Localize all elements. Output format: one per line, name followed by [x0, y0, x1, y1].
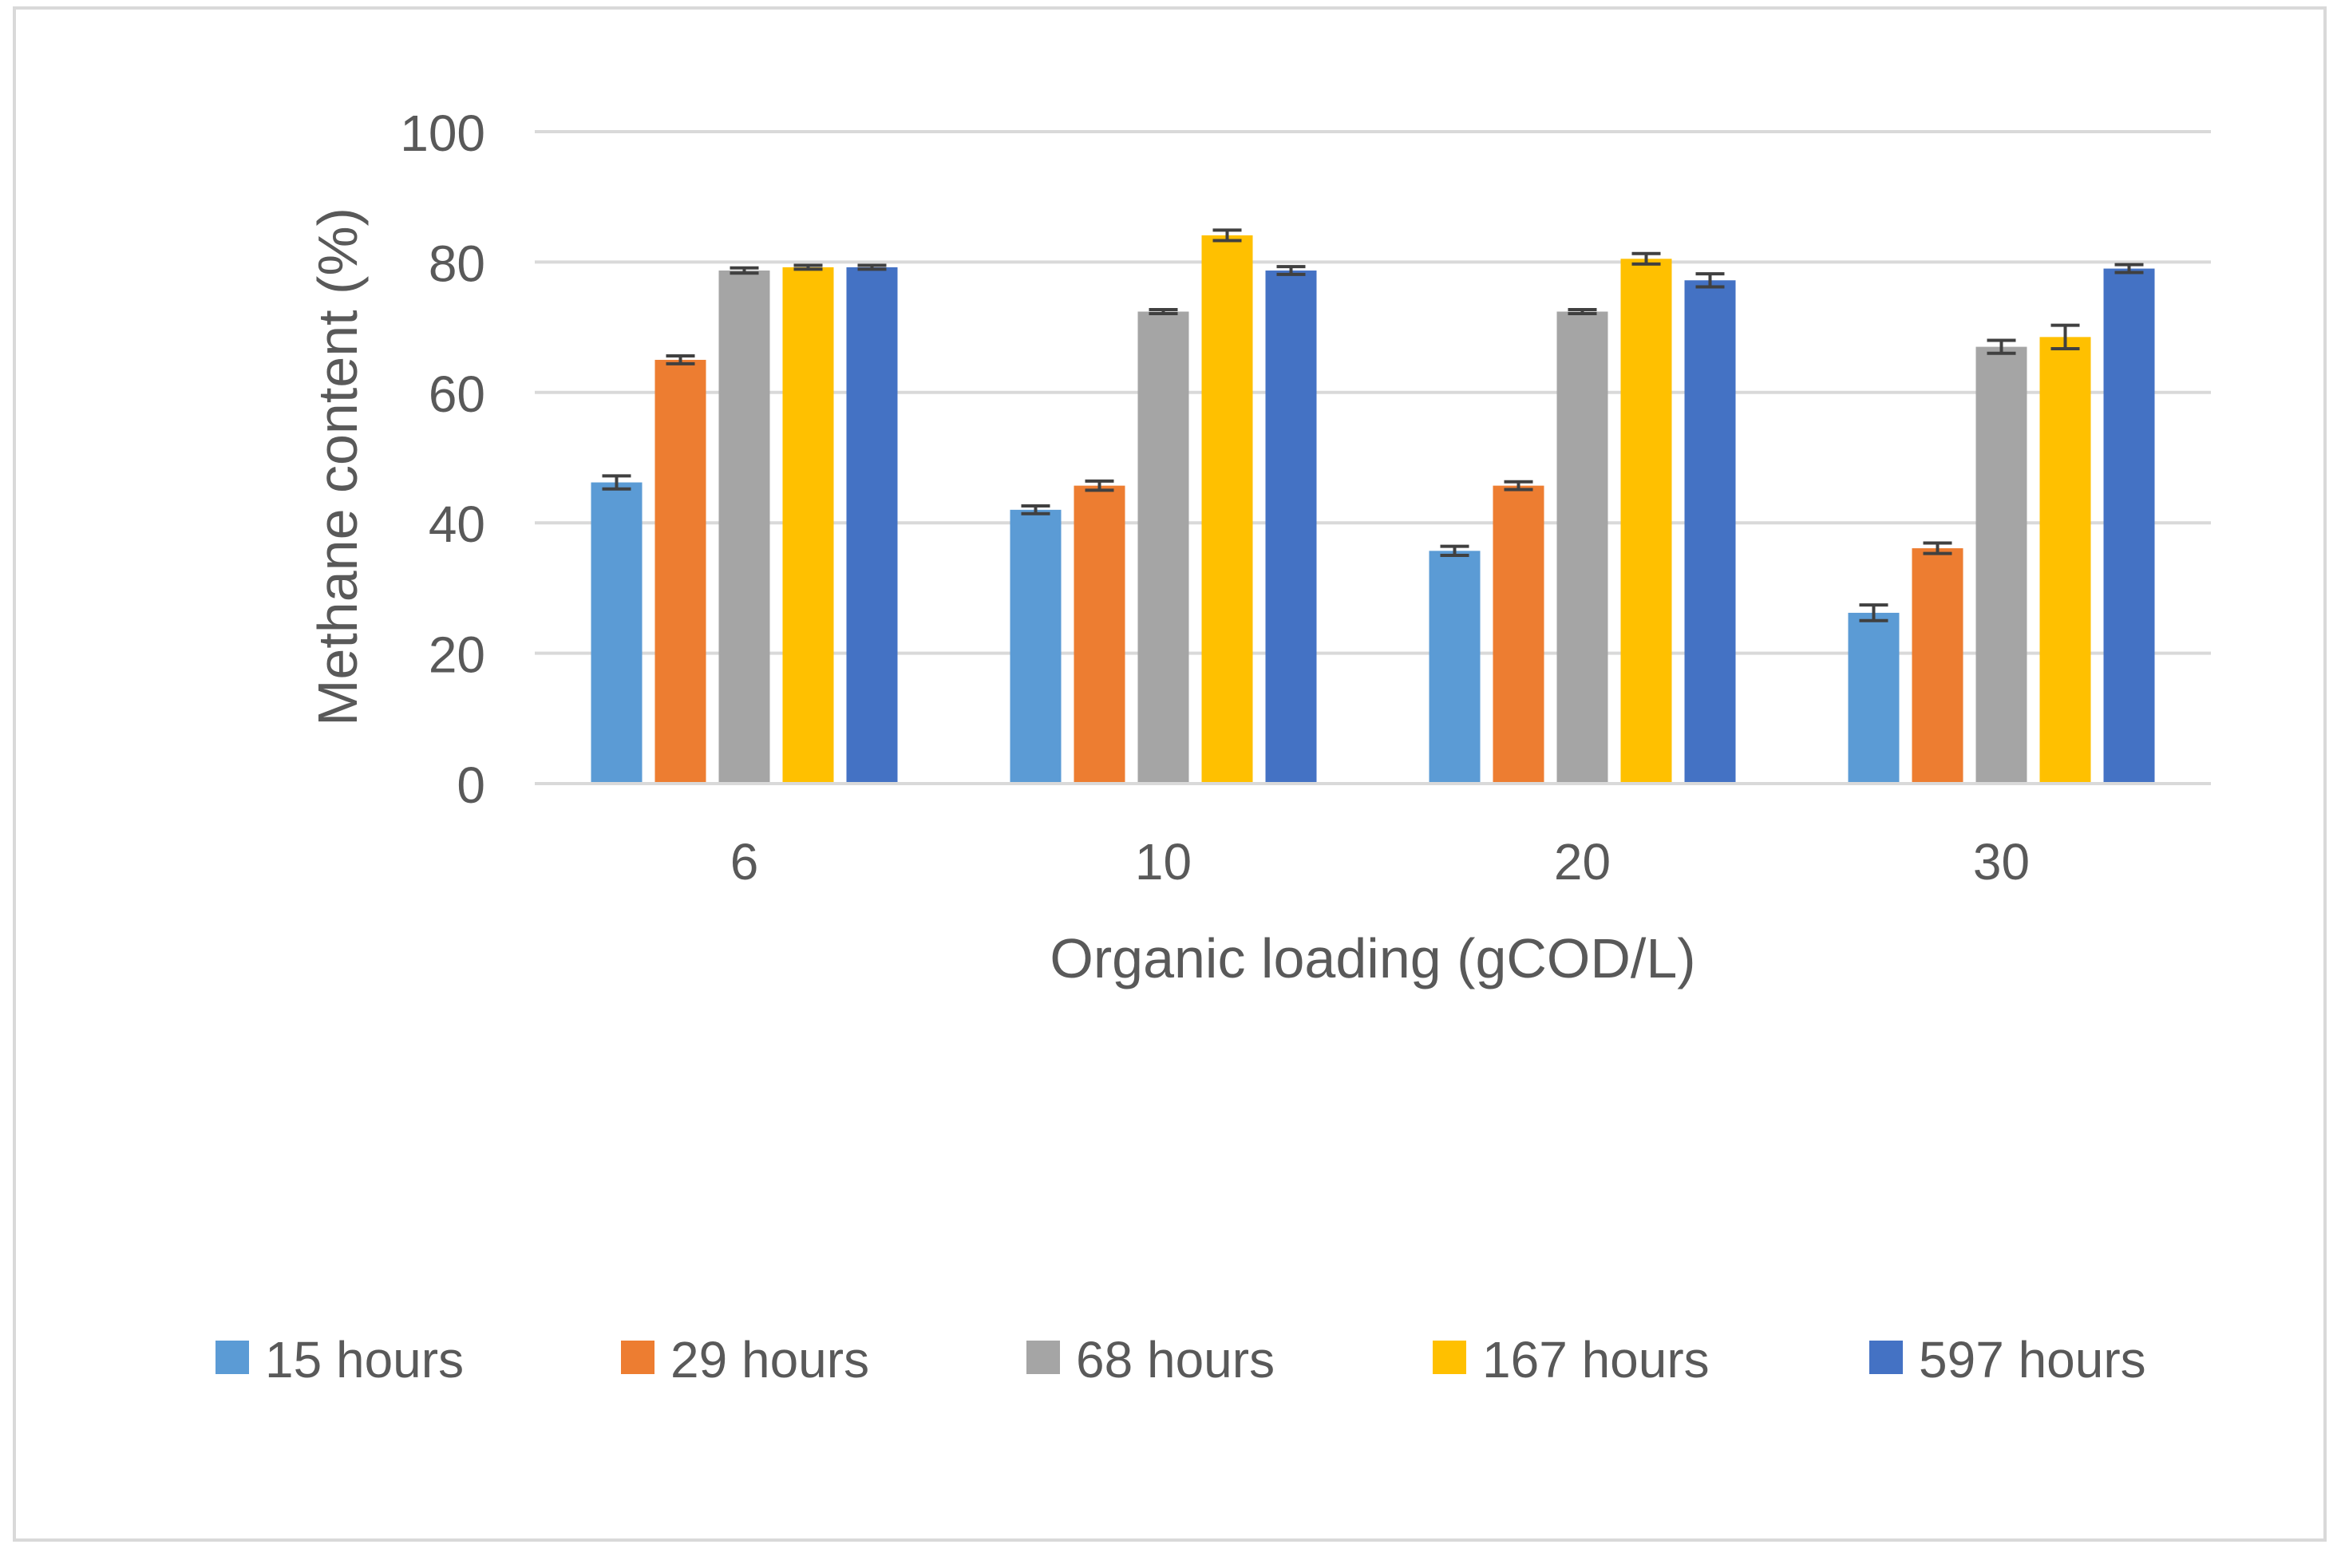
x-tick-label: 10 — [1135, 833, 1192, 891]
bar — [1684, 280, 1736, 784]
bar — [846, 267, 898, 784]
bar — [1493, 485, 1544, 784]
bar — [1201, 235, 1253, 784]
bar — [1137, 311, 1189, 784]
bar — [1010, 509, 1062, 784]
legend-swatch — [1026, 1341, 1060, 1374]
bar — [1620, 259, 1672, 784]
bar — [654, 359, 706, 784]
legend: 15 hours 29 hours 68 hours 167 hours 597 hou… — [216, 1331, 2146, 1388]
y-tick-label: 0 — [457, 756, 485, 814]
bars — [591, 235, 2155, 784]
bar — [1074, 485, 1125, 784]
bar — [782, 267, 834, 784]
legend-label: 597 hours — [1919, 1331, 2146, 1388]
x-tick-label: 30 — [1973, 833, 2030, 891]
legend-label: 29 hours — [670, 1331, 869, 1388]
bar — [1556, 311, 1608, 784]
bar — [1848, 612, 1900, 784]
legend-label: 15 hours — [265, 1331, 464, 1388]
legend-swatch — [216, 1341, 249, 1374]
legend-label: 68 hours — [1076, 1331, 1275, 1388]
legend-label: 167 hours — [1482, 1331, 1710, 1388]
bar — [1429, 551, 1481, 784]
y-tick-label: 60 — [429, 365, 485, 423]
bar — [1975, 346, 2027, 784]
y-axis-title: Methane content (%) — [306, 207, 369, 726]
y-axis-ticks: 0 20 40 60 80 100 — [400, 105, 485, 814]
bar — [591, 482, 643, 784]
y-tick-label: 100 — [400, 105, 485, 162]
bar — [718, 271, 770, 784]
x-axis-ticks: 6 10 20 30 — [730, 833, 2030, 891]
y-tick-label: 80 — [429, 235, 485, 292]
y-tick-label: 20 — [429, 626, 485, 684]
bar — [1265, 271, 1317, 784]
y-tick-label: 40 — [429, 496, 485, 553]
x-axis-title: Organic loading (gCOD/L) — [1050, 927, 1695, 989]
x-tick-label: 20 — [1554, 833, 1611, 891]
bar — [1912, 548, 1963, 784]
error-bars — [602, 228, 2144, 622]
legend-swatch — [621, 1341, 654, 1374]
legend-swatch — [1869, 1341, 1903, 1374]
x-tick-label: 6 — [730, 833, 759, 891]
legend-swatch — [1433, 1341, 1466, 1374]
bar — [2039, 337, 2091, 784]
bar — [2103, 268, 2155, 784]
